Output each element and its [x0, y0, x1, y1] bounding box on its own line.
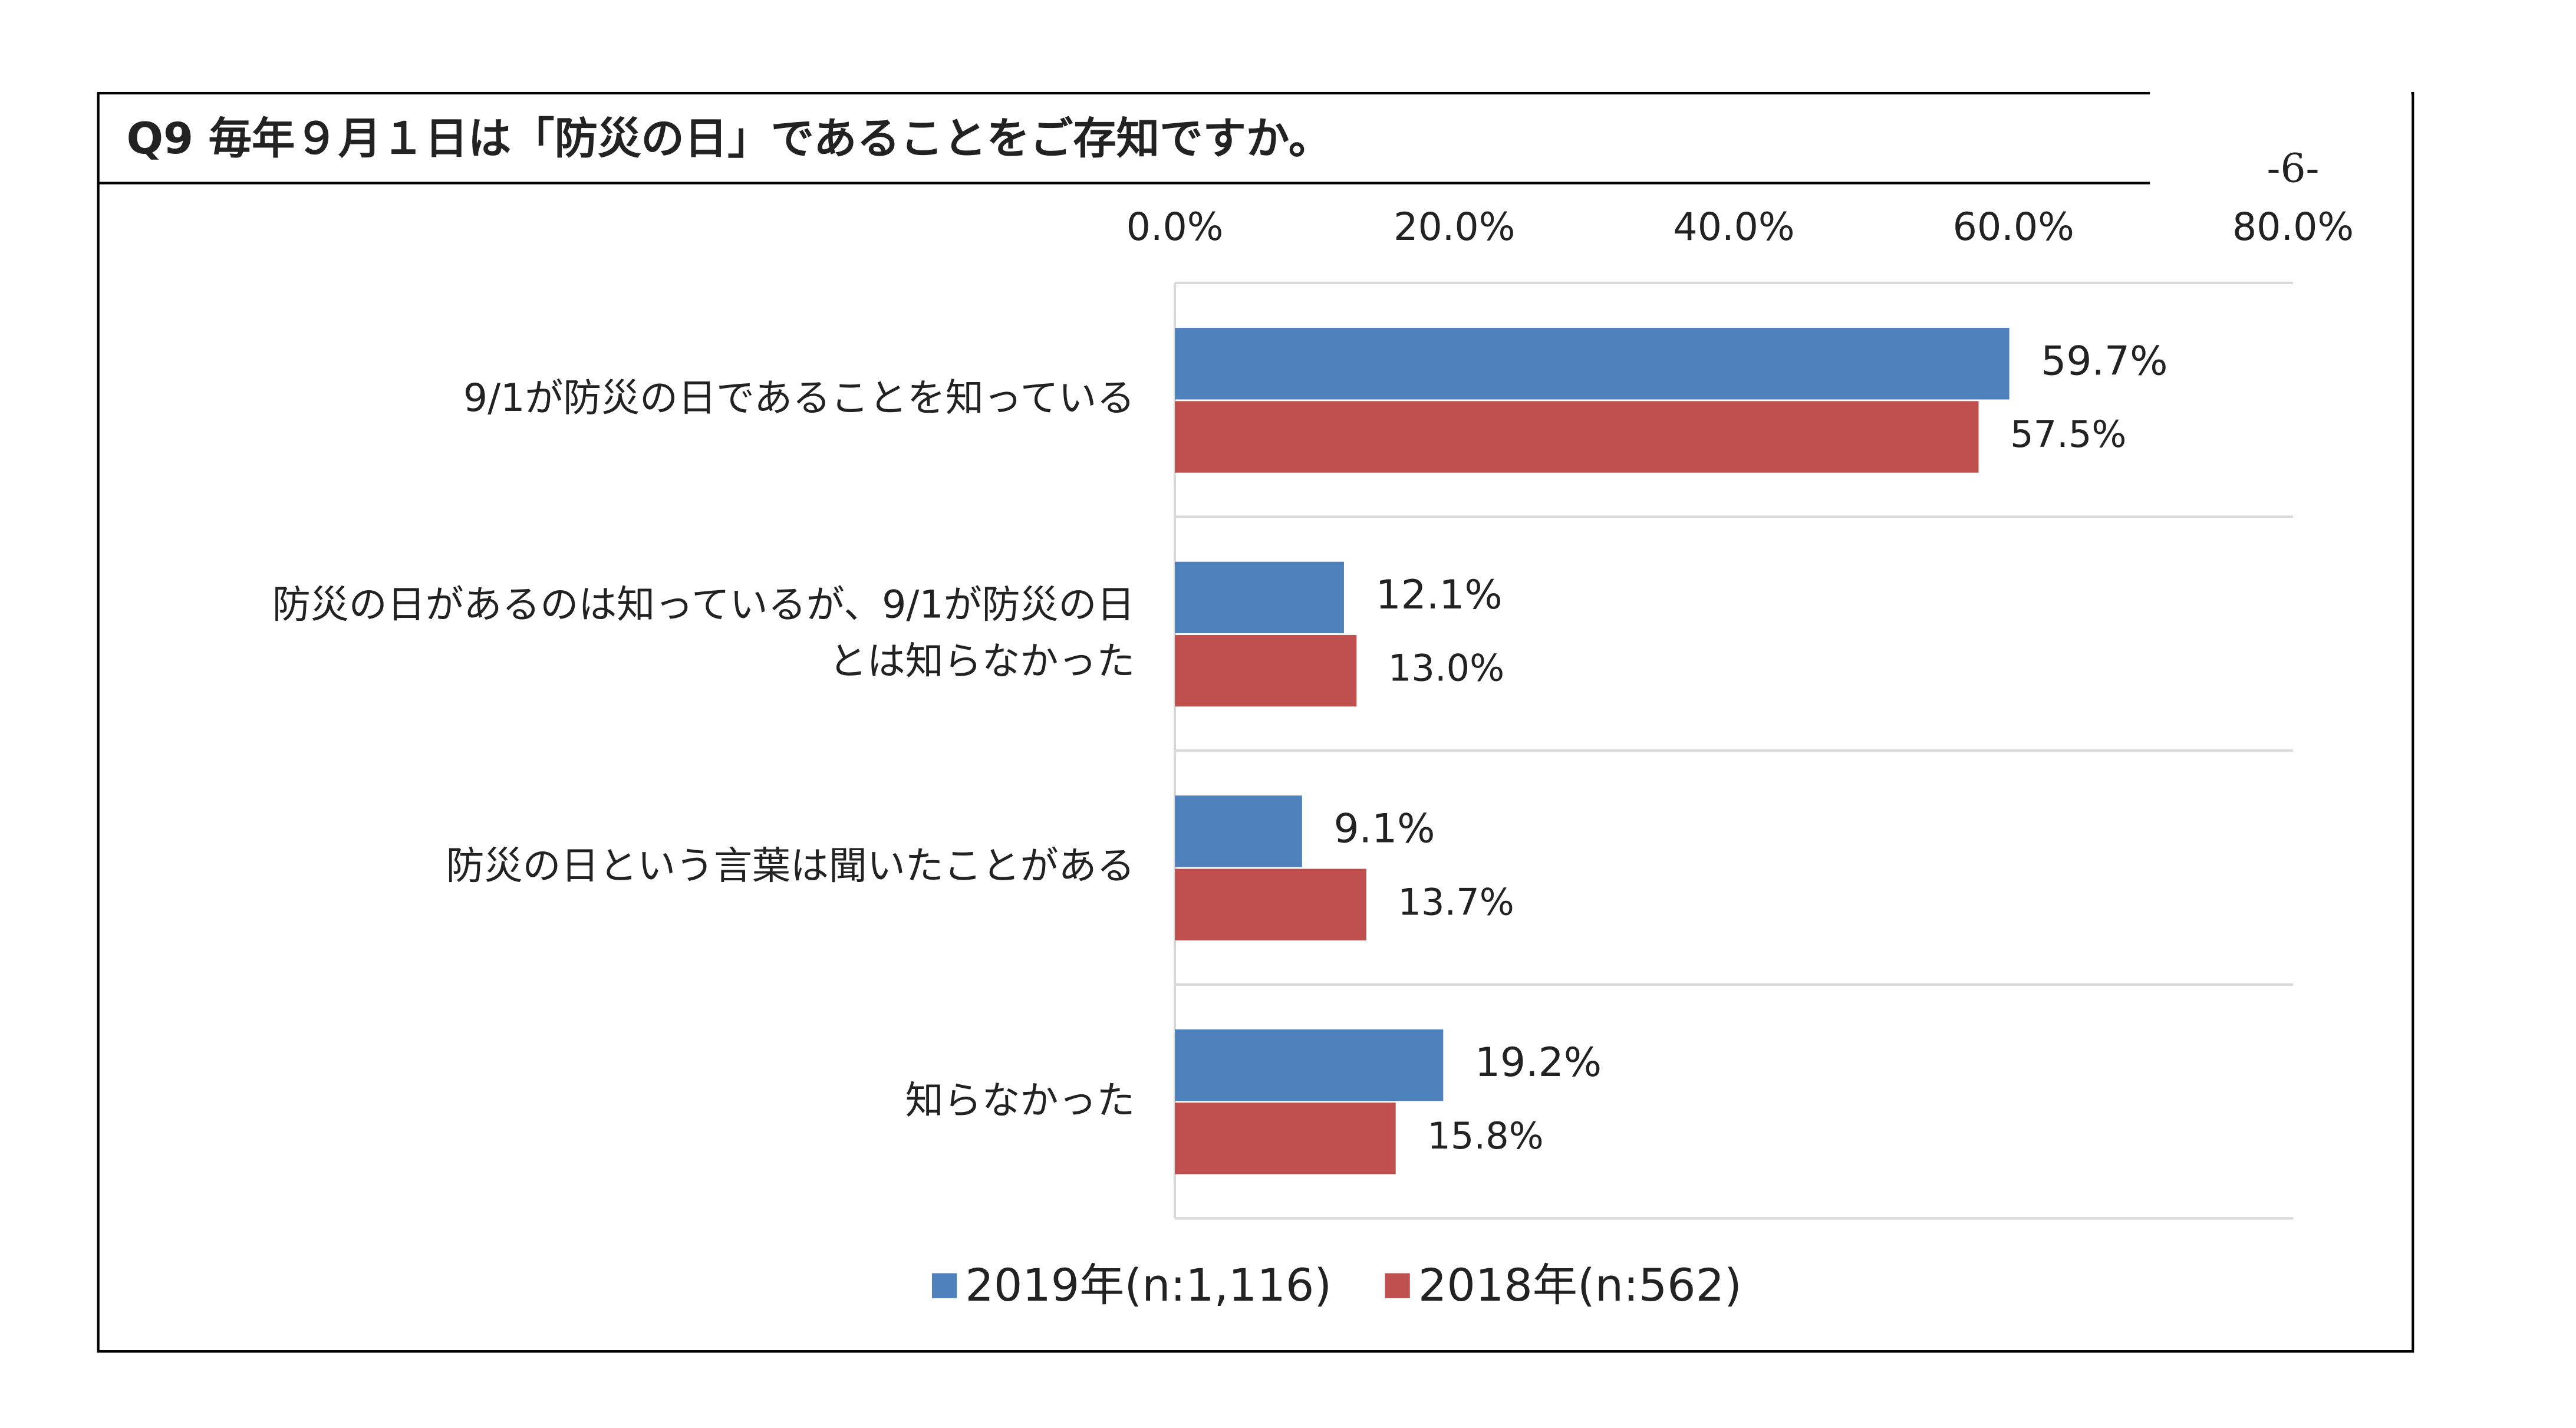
bar [1175, 401, 1979, 473]
bar [1175, 1103, 1396, 1174]
x-tick-label: 40.0% [1673, 205, 1794, 249]
category-label: 知らなかった [905, 1080, 1135, 1123]
chart-title: Q9 毎年９月１日は「防災の日」であることをご存知ですか。 [127, 114, 1332, 164]
bar [1175, 328, 2010, 400]
category-label: 防災の日という言葉は聞いたことがある [446, 845, 1135, 890]
value-label: 9.1% [1333, 805, 1435, 852]
bar [1175, 1029, 1444, 1101]
legend-swatch [931, 1273, 957, 1298]
value-label: 12.1% [1376, 571, 1503, 618]
frame [97, 91, 2414, 1353]
legend-label: 2018年(n:562) [1418, 1259, 1742, 1311]
legend-label: 2019年(n:1,116) [965, 1259, 1332, 1311]
x-tick-label: 0.0% [1126, 205, 1224, 249]
x-tick-label: 20.0% [1394, 205, 1515, 249]
legend-swatch [1385, 1273, 1410, 1298]
bar [1175, 795, 1302, 867]
value-label: 57.5% [2010, 413, 2126, 456]
value-label: 19.2% [1475, 1039, 1602, 1085]
value-label: 15.8% [1427, 1114, 1543, 1157]
category-label-box: 9/1が防災の日であることを知っている [463, 378, 1135, 422]
frame-gap [2150, 83, 2412, 200]
category-label-box: 知らなかった [905, 1080, 1135, 1123]
x-tick-label: 60.0% [1953, 205, 2074, 249]
value-label: 13.7% [1398, 880, 1514, 923]
value-label: 13.0% [1388, 647, 1504, 690]
category-label: 9/1が防災の日であることを知っている [463, 378, 1135, 422]
category-label-box: 防災の日という言葉は聞いたことがある [446, 845, 1135, 890]
bar [1175, 561, 1344, 634]
category-label: 防災の日があるのは知っているが、9/1が防災の日 とは知らなかった [272, 584, 1135, 684]
page-number: -6- [2267, 144, 2320, 191]
x-tick-label: 80.0% [2232, 205, 2354, 249]
category-label-box: 防災の日があるのは知っているが、9/1が防災の日 とは知らなかった [272, 584, 1135, 684]
bar [1175, 634, 1357, 707]
value-label: 59.7% [2041, 337, 2167, 384]
bar [1175, 868, 1366, 940]
